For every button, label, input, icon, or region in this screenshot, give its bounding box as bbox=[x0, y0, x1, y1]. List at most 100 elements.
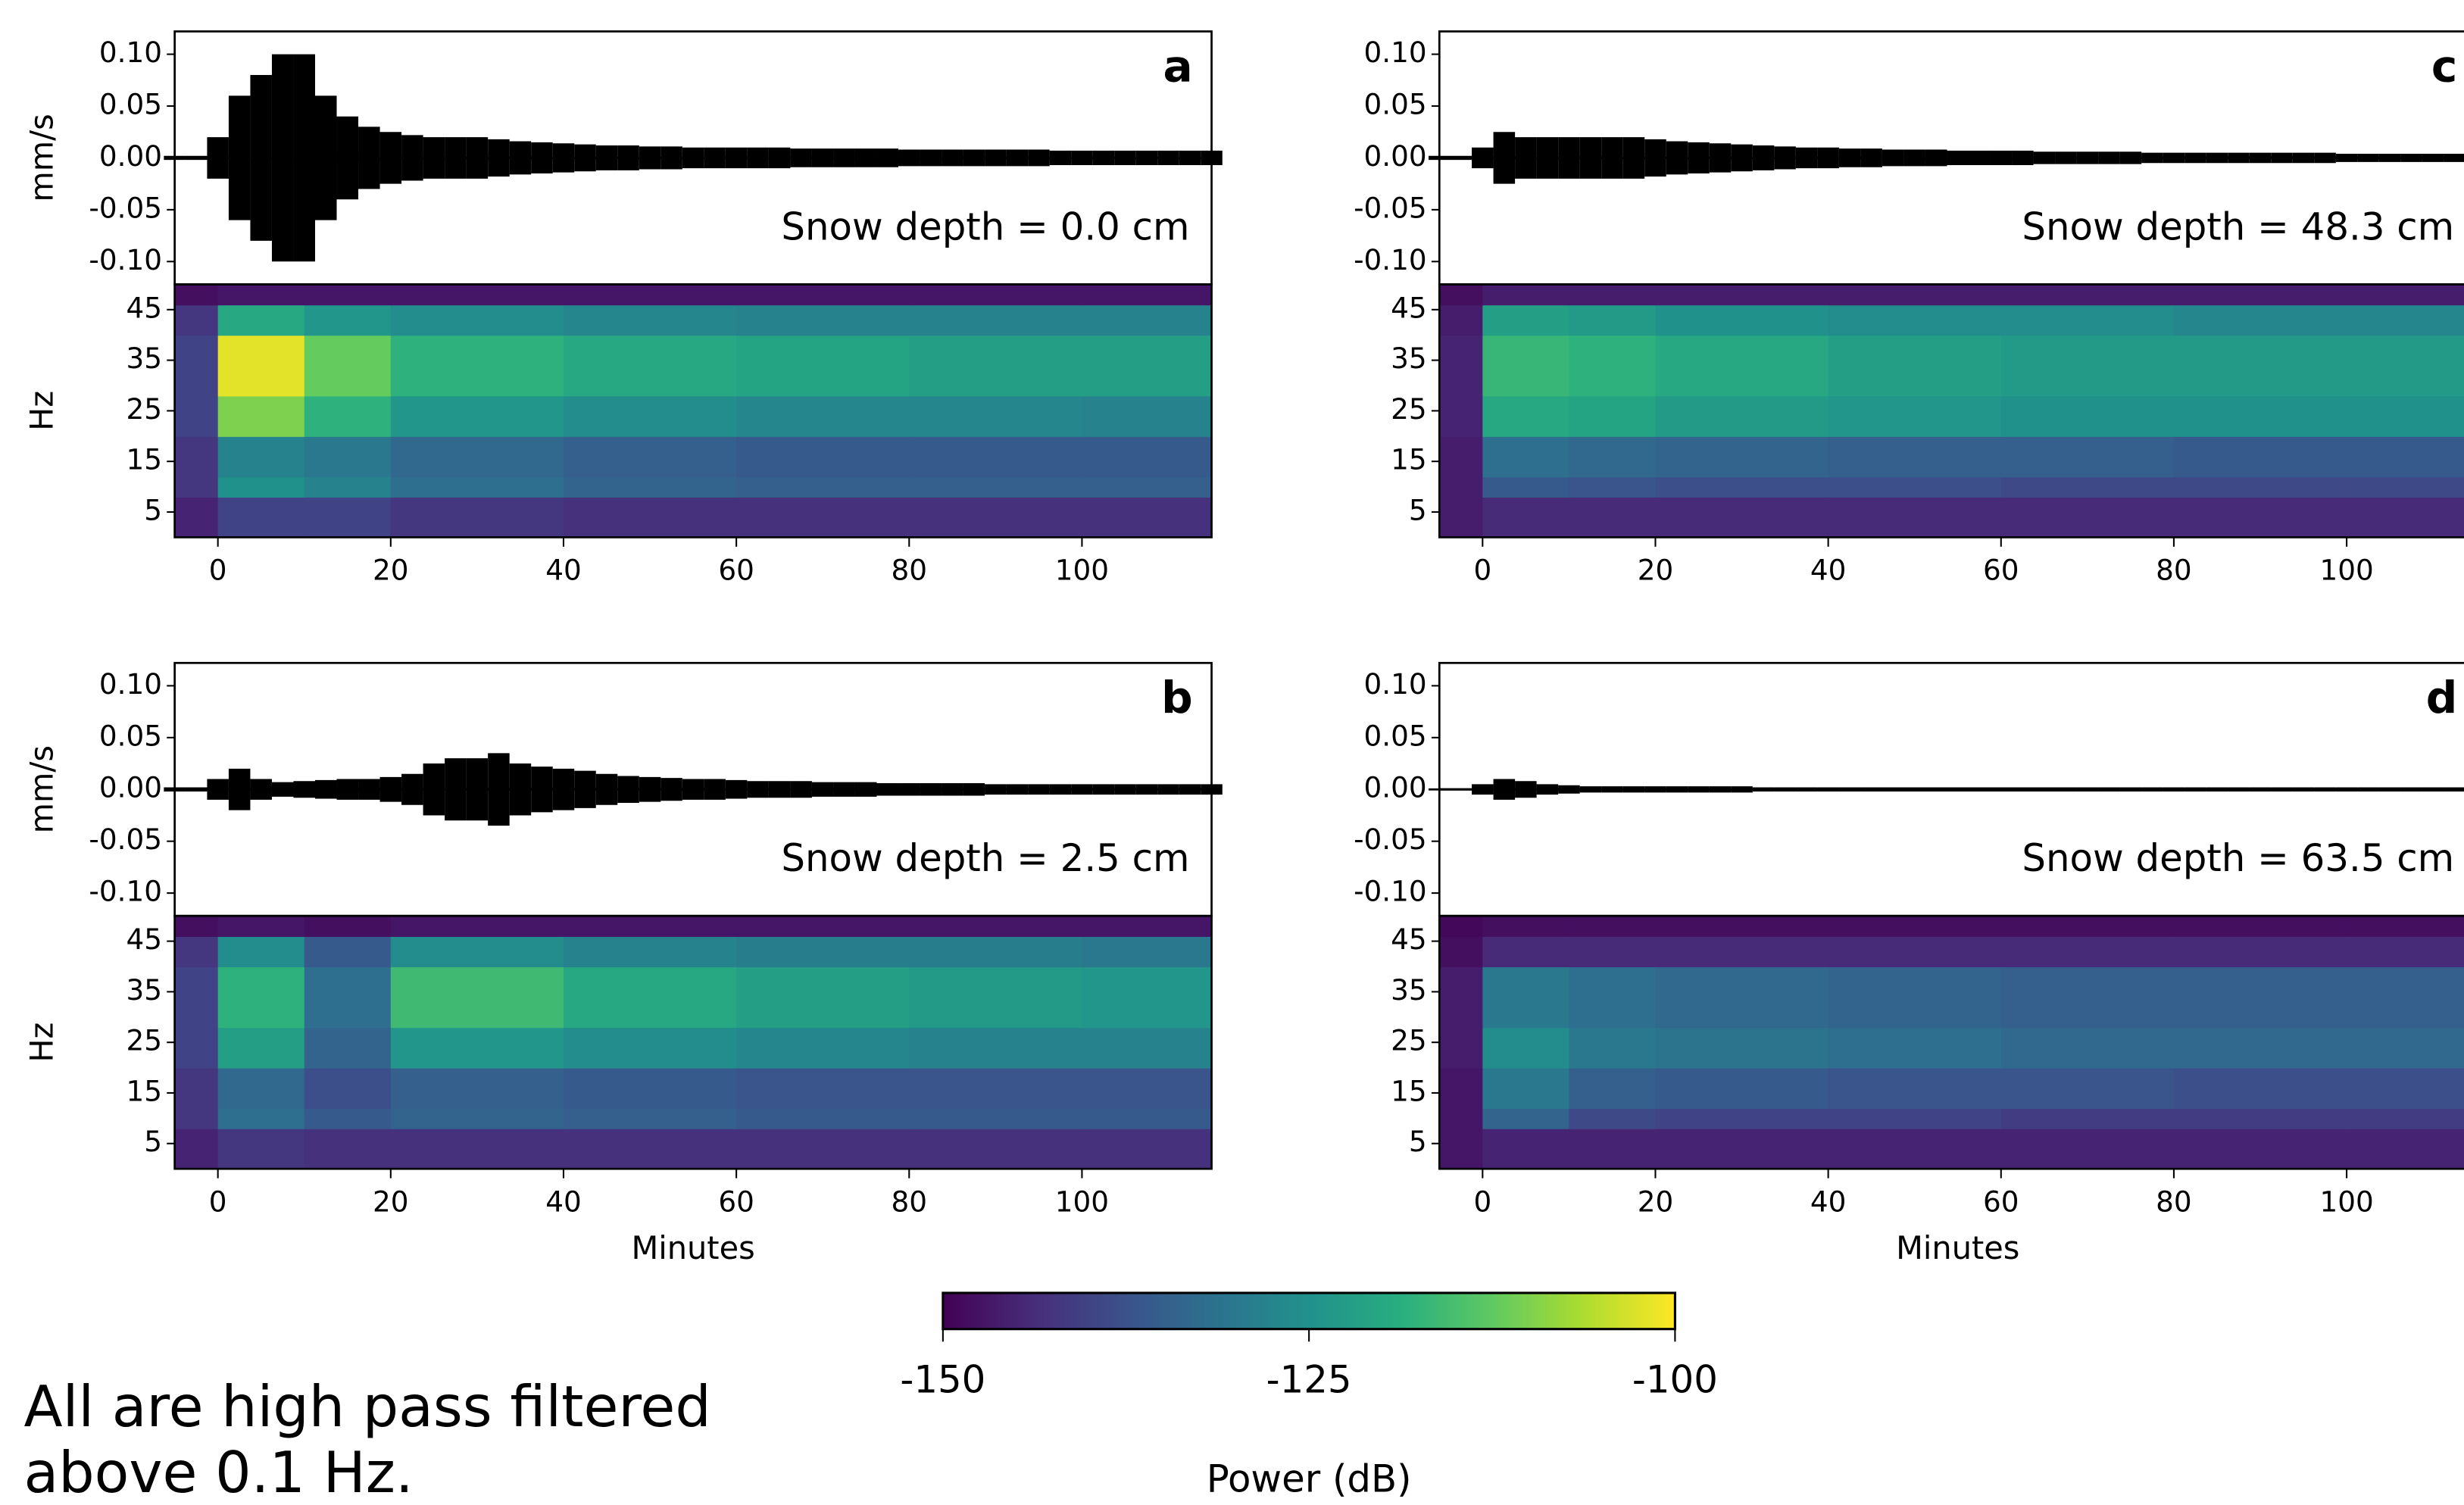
spectrogram-cell bbox=[174, 436, 219, 478]
x-tick-label: 20 bbox=[1638, 553, 1674, 586]
spectrogram-cell bbox=[1655, 1107, 1829, 1129]
spectrogram-cell bbox=[1082, 1027, 1213, 1069]
y-tick-label: 0.00 bbox=[99, 771, 162, 804]
spectrogram-cell bbox=[1482, 476, 1570, 498]
spectrogram-cell bbox=[390, 916, 565, 937]
spectrogram-cell bbox=[909, 496, 1083, 539]
spectrogram-cell bbox=[1655, 1128, 1829, 1170]
y-tick-label: 25 bbox=[1391, 392, 1427, 426]
colorbar-tick-label: -100 bbox=[1632, 1358, 1718, 1402]
spectrogram-cell bbox=[1482, 284, 1570, 306]
spectrogram-cell bbox=[1482, 335, 1570, 397]
spectrogram-cell bbox=[1655, 496, 1829, 539]
spectrogram-cell bbox=[1828, 284, 2002, 306]
spectrogram-cell bbox=[2173, 304, 2348, 336]
spectrogram-cell bbox=[1655, 436, 1829, 478]
spectrogram-cell bbox=[2000, 395, 2175, 437]
x-tick-label: 40 bbox=[1810, 553, 1847, 586]
spectrogram-cell bbox=[390, 436, 565, 478]
spectrogram-cell bbox=[217, 966, 305, 1029]
spectrogram-cell bbox=[174, 395, 219, 437]
spectrogram-cell bbox=[217, 284, 305, 306]
spectrogram-cell bbox=[1482, 395, 1570, 437]
spectrogram-cell bbox=[390, 496, 565, 539]
y-tick-label: -0.05 bbox=[1354, 823, 1427, 856]
y-tick-label: 35 bbox=[1391, 973, 1427, 1007]
spectrogram-cell bbox=[1439, 1107, 1484, 1129]
spectrogram-cell bbox=[1569, 284, 1657, 306]
spectrogram-cell bbox=[1482, 935, 1570, 968]
spectrogram-cell bbox=[217, 916, 305, 937]
y-tick-label: 0.00 bbox=[99, 139, 162, 173]
note-line: above 0.1 Hz. bbox=[24, 1440, 414, 1505]
y-tick-label: 0.05 bbox=[1364, 88, 1427, 121]
spectrogram-cell bbox=[174, 1067, 219, 1110]
spectrogram-cell bbox=[909, 916, 1083, 937]
spectrogram-cell bbox=[2347, 1107, 2464, 1129]
spectrogram-cell bbox=[1828, 935, 2002, 968]
spectrogram-cell bbox=[736, 966, 910, 1029]
x-axis-label: Minutes bbox=[1896, 1229, 2019, 1266]
spectrogram-cell bbox=[1569, 1067, 1657, 1110]
spectrogram-cell bbox=[563, 395, 738, 437]
y-tick-label: 5 bbox=[1409, 1125, 1427, 1158]
spectrogram-cell bbox=[736, 476, 910, 498]
spectrogram-cell bbox=[1655, 916, 1829, 937]
x-tick-label: 20 bbox=[373, 1185, 409, 1218]
spectrogram-cell bbox=[563, 335, 738, 397]
y-axis-label: mm/s bbox=[23, 745, 60, 833]
spectrogram-cell bbox=[736, 496, 910, 539]
spectrogram-cell bbox=[1828, 476, 2002, 498]
spectrogram-cell bbox=[1482, 1027, 1570, 1069]
spectrogram-cell bbox=[563, 1067, 738, 1110]
y-tick-label: 5 bbox=[144, 493, 162, 526]
y-tick-label: 25 bbox=[126, 1024, 163, 1057]
spectrogram-cell bbox=[390, 395, 565, 437]
spectrogram-cell bbox=[1439, 496, 1484, 539]
spectrogram-cell bbox=[2000, 476, 2175, 498]
x-tick-label: 80 bbox=[2156, 553, 2192, 586]
spectrogram-cell bbox=[304, 436, 392, 478]
spectrogram-cell bbox=[1482, 496, 1570, 539]
spectrogram-cell bbox=[217, 1027, 305, 1069]
spectrogram-cell bbox=[736, 304, 910, 336]
spectrogram-cell bbox=[1655, 284, 1829, 306]
spectrogram-cell bbox=[1082, 335, 1213, 397]
y-tick-label: -0.10 bbox=[1354, 875, 1427, 908]
y-tick-label: 0.10 bbox=[99, 36, 162, 69]
x-tick-label: 0 bbox=[209, 1185, 227, 1218]
y-tick-label: 5 bbox=[1409, 493, 1427, 526]
spectrogram-cell bbox=[2000, 1128, 2175, 1170]
spectrogram-cell bbox=[390, 304, 565, 336]
spectrogram-cell bbox=[1439, 1067, 1484, 1110]
spectrogram-cell bbox=[1655, 395, 1829, 437]
spectrogram-cell bbox=[2173, 436, 2348, 478]
spectrogram-cell bbox=[1082, 1107, 1213, 1129]
spectrogram-cell bbox=[563, 304, 738, 336]
spectrogram-cell bbox=[1569, 935, 1657, 968]
spectrogram-cell bbox=[1482, 436, 1570, 478]
y-tick-label: 45 bbox=[1391, 291, 1427, 324]
spectrogram-cell bbox=[563, 476, 738, 498]
spectrogram-cell bbox=[2173, 335, 2348, 397]
spectrogram-cell bbox=[1439, 1128, 1484, 1170]
spectrogram-cell bbox=[390, 1067, 565, 1110]
y-tick-label: 0.05 bbox=[99, 88, 162, 121]
y-tick-label: 35 bbox=[126, 342, 163, 375]
y-tick-label: 0.05 bbox=[99, 719, 162, 752]
spectrogram-cell bbox=[736, 1128, 910, 1170]
spectrogram-cell bbox=[2347, 436, 2464, 478]
spectrogram-cell bbox=[304, 1067, 392, 1110]
spectrogram-cell bbox=[2173, 395, 2348, 437]
spectrogram-cell bbox=[1655, 1067, 1829, 1110]
panel-letter: c bbox=[2431, 40, 2457, 92]
spectrogram-cell bbox=[2173, 284, 2348, 306]
spectrogram-cell bbox=[174, 935, 219, 968]
colorbar bbox=[942, 1291, 1676, 1331]
spectrogram-cell bbox=[304, 395, 392, 437]
spectrogram-cell bbox=[1482, 1067, 1570, 1110]
x-tick-label: 60 bbox=[1983, 553, 2019, 586]
x-tick-label: 80 bbox=[892, 553, 928, 586]
spectrogram-cell bbox=[1828, 496, 2002, 539]
spectrogram-cell bbox=[174, 1027, 219, 1069]
